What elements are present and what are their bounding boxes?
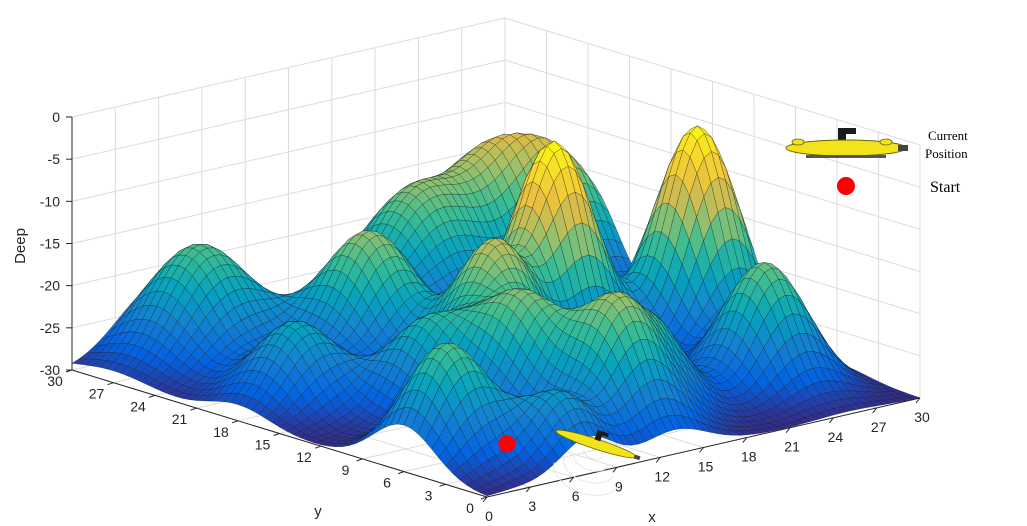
- x-tick-label: 0: [485, 508, 493, 524]
- submarine-mast-top: [596, 429, 610, 438]
- x-tick: [829, 417, 834, 424]
- legend-label-current-1: Current: [928, 128, 968, 143]
- grid-line: [71, 101, 506, 202]
- x-tick: [525, 486, 531, 493]
- sonar-arc: [553, 462, 620, 496]
- x-tick-label: 9: [615, 478, 623, 494]
- submarine-current-position: [553, 429, 641, 496]
- x-tick: [742, 437, 748, 443]
- red-dot-icon: [837, 177, 855, 195]
- grid-line: [71, 59, 506, 160]
- sonar-arc: [583, 449, 604, 460]
- x-tick-label: 3: [528, 498, 536, 514]
- sonar-arc: [563, 458, 615, 484]
- x-tick-label: 6: [572, 488, 580, 504]
- x-tick-label: 27: [871, 419, 887, 435]
- x-tick-label: 12: [654, 468, 670, 484]
- y-tick: [480, 496, 488, 500]
- y-tick-label: 27: [89, 386, 105, 402]
- grid-line: [504, 59, 921, 188]
- x-axis-label: x: [648, 509, 656, 526]
- y-tick-label: 30: [47, 373, 63, 389]
- x-tick: [699, 447, 704, 453]
- y-tick: [148, 394, 156, 398]
- x-tick-label: 24: [828, 429, 844, 445]
- sonar-arc: [573, 453, 609, 472]
- y-tick-label: 0: [466, 500, 474, 516]
- y-tick-label: 18: [213, 424, 229, 440]
- z-tick-label: -15: [40, 236, 60, 252]
- y-tick: [273, 433, 280, 436]
- y-tick: [190, 407, 197, 411]
- legend-label-start: Start: [930, 179, 961, 196]
- y-tick: [356, 458, 363, 462]
- grid-line: [71, 17, 506, 118]
- y-tick: [231, 420, 239, 424]
- legend-label-current-2: Position: [925, 146, 968, 161]
- depth-surface: [71, 125, 921, 497]
- y-tick-label: 12: [296, 449, 312, 465]
- submarine-prop: [633, 454, 641, 461]
- x-tick: [612, 466, 618, 473]
- start-marker: [498, 435, 516, 453]
- y-tick: [107, 382, 114, 386]
- submarine-icon: [785, 128, 908, 158]
- y-tick-label: 24: [130, 398, 146, 414]
- x-tick-label: 18: [741, 449, 757, 465]
- z-tick-label: -25: [40, 320, 60, 336]
- y-tick-label: 21: [172, 411, 188, 427]
- legend: Current Position Start: [785, 128, 968, 196]
- y-tick-label: 9: [342, 462, 350, 478]
- x-tick: [915, 397, 921, 404]
- x-tick: [872, 407, 878, 414]
- z-tick-label: -20: [40, 278, 60, 294]
- z-tick-label: -5: [48, 151, 61, 167]
- surface-cell: [479, 490, 495, 497]
- x-tick-label: 21: [784, 439, 800, 455]
- x-tick-label: 15: [698, 459, 714, 475]
- z-tick-label: -10: [40, 193, 60, 209]
- x-tick: [482, 496, 488, 503]
- grid-line: [504, 17, 921, 146]
- y-tick: [397, 471, 405, 475]
- y-tick-label: 3: [425, 487, 433, 503]
- x-tick: [655, 457, 661, 463]
- z-tick-label: 0: [52, 109, 60, 125]
- x-tick-label: 30: [914, 409, 930, 425]
- y-tick: [314, 445, 322, 449]
- z-tick-label: -30: [40, 362, 60, 378]
- z-axis-label: Deep: [12, 228, 29, 264]
- y-axis-label: y: [314, 503, 322, 520]
- x-tick: [569, 476, 574, 483]
- y-tick-label: 15: [255, 437, 271, 453]
- markers: [498, 429, 641, 496]
- grid-line: [71, 144, 506, 244]
- y-tick: [439, 483, 446, 487]
- x-tick: [785, 427, 791, 434]
- y-tick-label: 6: [383, 475, 391, 491]
- axes: 0 3 6 9 12 15 18 21 24 27 30 0 3 6 9 12 15 18 21 24 27 30 0 -5 -…: [40, 109, 930, 524]
